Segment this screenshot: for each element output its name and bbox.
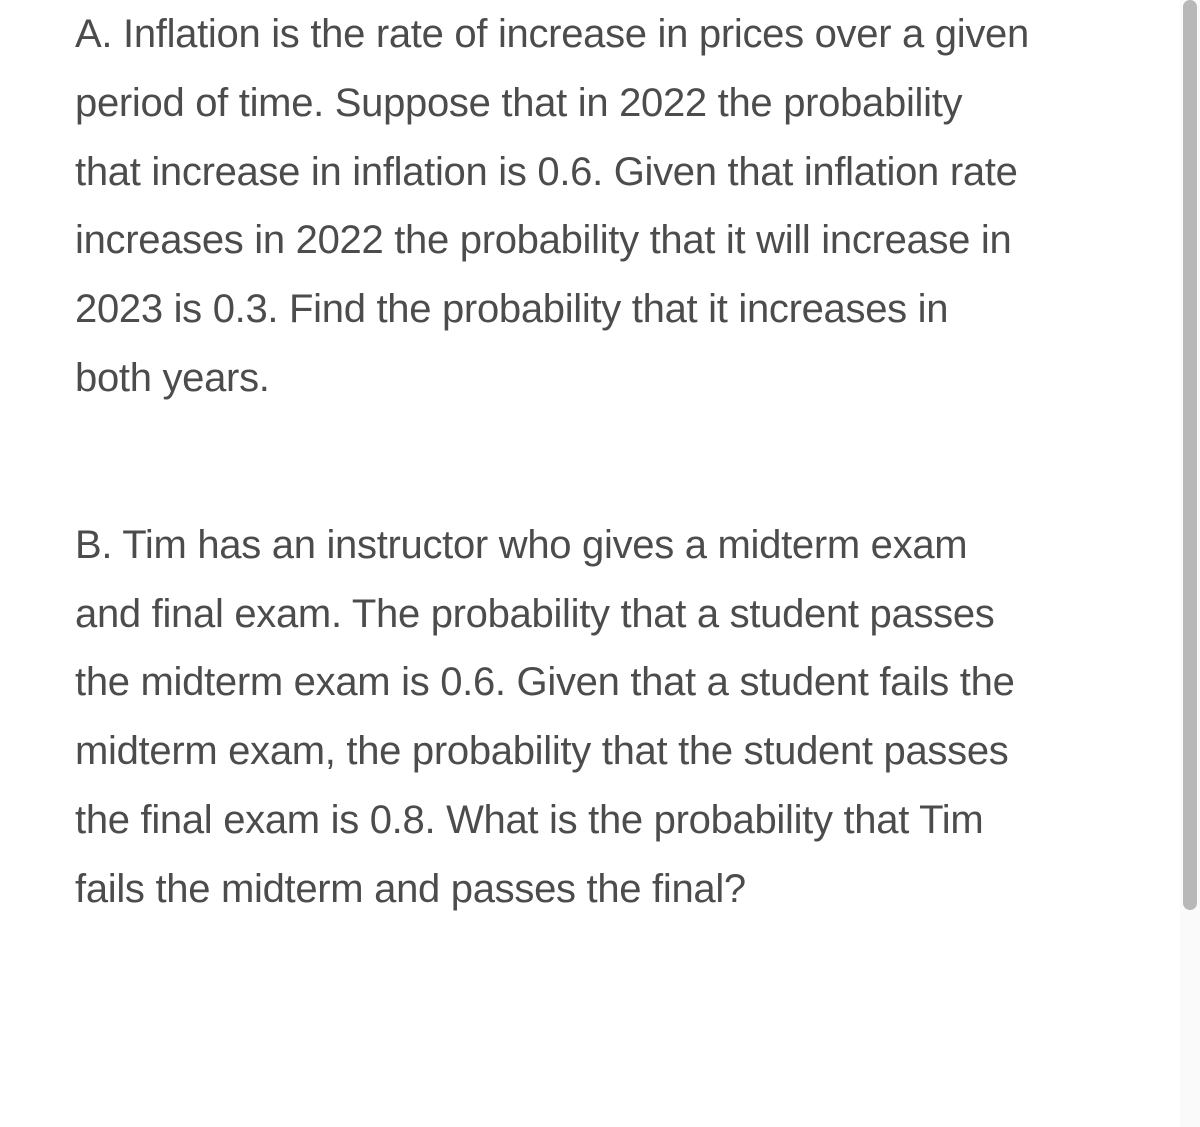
question-paragraph-a: A. Inflation is the rate of increase in … xyxy=(75,0,1030,413)
content-wrapper: A. Inflation is the rate of increase in … xyxy=(0,0,1105,954)
scrollbar-thumb[interactable] xyxy=(1183,0,1197,910)
question-paragraph-b: B. Tim has an instructor who gives a mid… xyxy=(75,511,1030,924)
scrollbar-track[interactable] xyxy=(1180,0,1200,1127)
